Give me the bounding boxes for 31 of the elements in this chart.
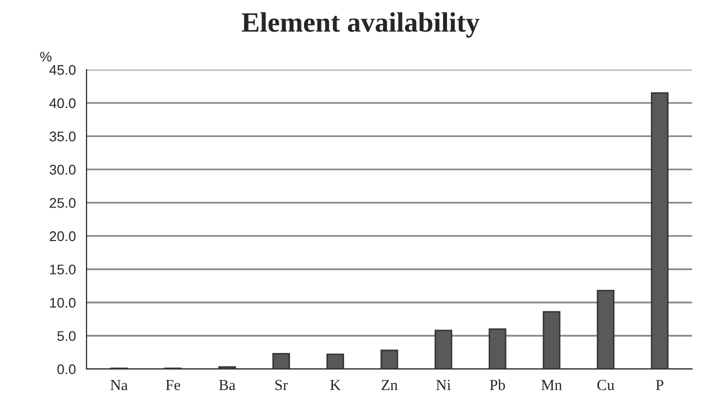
bar <box>542 311 560 369</box>
bar <box>650 92 669 369</box>
x-tick-label: Mn <box>541 380 562 390</box>
x-tick-label: Na <box>110 380 128 390</box>
chart-title: Element availability <box>242 12 480 38</box>
x-tick-label: Zn <box>382 380 398 390</box>
x-tick-label: K <box>330 380 341 390</box>
y-tick-label: 15.0 <box>50 264 76 274</box>
x-tick-label: Sr <box>275 380 288 390</box>
y-tick-label: 25.0 <box>50 198 76 208</box>
y-tick-label: 10.0 <box>50 298 76 308</box>
bar <box>434 330 452 369</box>
y-tick-label: 30.0 <box>50 164 76 175</box>
x-tick-label: Ni <box>436 380 451 390</box>
x-tick-label: Pb <box>490 379 505 390</box>
x-tick-label: Cu <box>597 380 614 390</box>
bar <box>326 354 344 369</box>
y-tick-label: 20.0 <box>50 231 76 242</box>
y-tick-label: 40.0 <box>49 98 76 108</box>
y-tick-label: 45.0 <box>49 65 76 75</box>
y-tick-label: 35.0 <box>50 132 76 142</box>
x-tick-label: Ba <box>219 380 236 390</box>
y-tick-label: 5.0 <box>57 331 76 341</box>
y-tick-label: 0.0 <box>57 364 76 374</box>
bar <box>380 350 398 369</box>
x-tick-label: P <box>656 380 664 390</box>
bar <box>272 353 290 369</box>
y-axis-title: % <box>40 52 52 62</box>
bar <box>596 290 614 369</box>
bar <box>488 328 506 369</box>
x-tick-label: Fe <box>166 380 180 390</box>
